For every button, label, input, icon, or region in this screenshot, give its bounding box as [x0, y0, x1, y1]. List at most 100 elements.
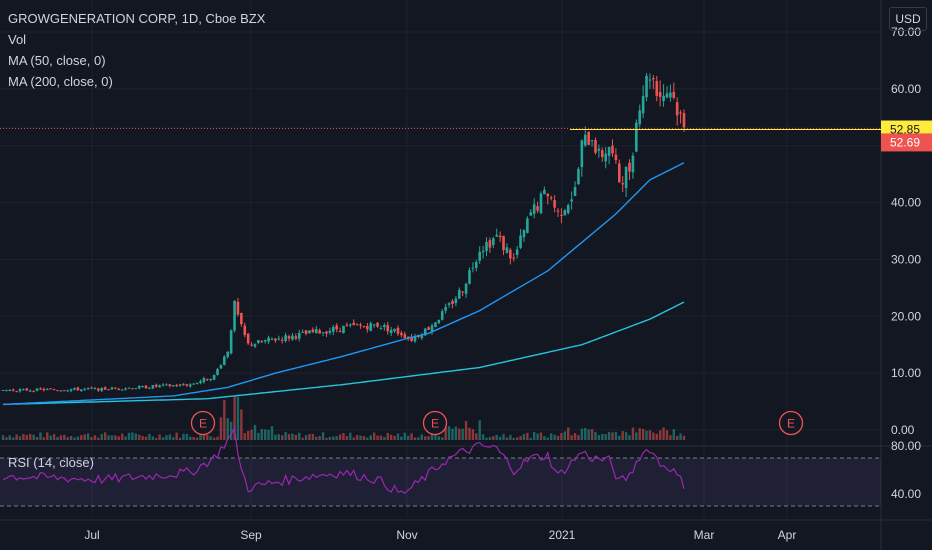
candle-body	[267, 337, 270, 342]
volume-bar	[386, 432, 389, 440]
volume-bar	[652, 432, 655, 440]
volume-bar	[131, 432, 134, 440]
candle-body	[509, 249, 512, 259]
volume-bar	[498, 436, 502, 440]
candle-body	[669, 92, 672, 98]
candle-body	[25, 388, 29, 391]
volume-bar	[325, 437, 328, 440]
candle-body	[505, 247, 509, 253]
volume-bar	[12, 437, 15, 440]
volume-bar	[158, 434, 161, 440]
candle-body	[546, 193, 550, 197]
candle-body	[672, 91, 676, 98]
candle-body	[284, 335, 287, 342]
candle-body	[662, 95, 665, 101]
candle-body	[331, 326, 335, 332]
volume-bars	[1, 396, 686, 440]
volume-bar	[648, 430, 652, 440]
volume-bar	[110, 435, 114, 440]
volume-bar	[250, 429, 253, 440]
volume-bar	[155, 437, 158, 440]
candle-body	[73, 388, 76, 390]
candle-body	[560, 214, 563, 216]
volume-bar	[178, 437, 182, 440]
last-price-text: 52.69	[890, 135, 920, 149]
volume-bar	[624, 432, 628, 440]
volume-bar	[441, 437, 444, 440]
volume-bar	[257, 432, 260, 440]
candle-body	[158, 385, 161, 388]
candle-body	[107, 389, 110, 391]
candle-body	[498, 235, 502, 238]
candle-body	[437, 319, 441, 324]
volume-bar	[165, 435, 168, 440]
candle-body	[69, 389, 73, 392]
candle-body	[679, 112, 682, 114]
volume-bar	[355, 435, 359, 440]
candle-body	[260, 340, 264, 342]
currency-button[interactable]: USD	[889, 7, 927, 31]
volume-bar	[253, 424, 257, 440]
candle-body	[342, 325, 345, 333]
volume-bar	[236, 396, 240, 440]
candle-body	[308, 330, 311, 334]
candle-body	[42, 388, 46, 391]
candle-body	[335, 325, 338, 330]
volume-bar	[451, 428, 454, 440]
candle-body	[563, 210, 567, 216]
volume-bar	[430, 432, 434, 440]
volume-bar	[543, 436, 546, 440]
earnings-marker: E	[778, 410, 804, 436]
candle-body	[607, 146, 611, 156]
rsi-tick-label: 80.00	[891, 439, 921, 453]
volume-bar	[614, 431, 618, 440]
candle-body	[556, 210, 560, 212]
volume-bar	[267, 429, 270, 440]
ma50-legend: MA (50, close, 0)	[8, 53, 106, 68]
volume-bar	[604, 434, 607, 440]
candle-body	[257, 340, 260, 343]
candle-body	[206, 378, 209, 380]
candle-body	[246, 333, 250, 344]
volume-bar	[601, 433, 604, 440]
volume-bar	[400, 436, 403, 440]
candle-body	[165, 384, 168, 386]
volume-bar	[437, 436, 441, 440]
candle-body	[100, 387, 104, 391]
volume-bar	[263, 429, 267, 440]
volume-bar	[611, 432, 614, 440]
volume-bar	[345, 435, 349, 440]
volume-bar	[42, 437, 46, 440]
volume-bar	[420, 434, 424, 440]
volume-bar	[127, 432, 131, 440]
volume-bar	[195, 437, 199, 440]
volume-bar	[454, 426, 458, 440]
candle-body	[45, 389, 49, 391]
candle-body	[478, 251, 481, 261]
volume-bar	[141, 436, 144, 440]
volume-bar	[226, 418, 229, 440]
candle-body	[274, 338, 277, 341]
candle-body	[280, 339, 284, 341]
volume-bar	[522, 433, 526, 440]
volume-bar	[246, 430, 250, 440]
candle-body	[665, 93, 669, 98]
candle-body	[614, 154, 618, 161]
volume-bar	[298, 432, 301, 440]
volume-bar	[18, 436, 22, 440]
volume-bar	[161, 437, 165, 440]
volume-bar	[655, 433, 658, 440]
candle-body	[240, 313, 243, 325]
volume-bar	[107, 435, 110, 440]
volume-bar	[468, 427, 471, 440]
volume-bar	[417, 437, 420, 440]
volume-bar	[172, 437, 175, 440]
candle-body	[120, 389, 124, 391]
volume-bar	[550, 433, 553, 440]
volume-bar	[546, 437, 549, 440]
candle-body	[212, 375, 216, 380]
candle-body	[151, 385, 155, 389]
volume-bar	[587, 429, 590, 440]
